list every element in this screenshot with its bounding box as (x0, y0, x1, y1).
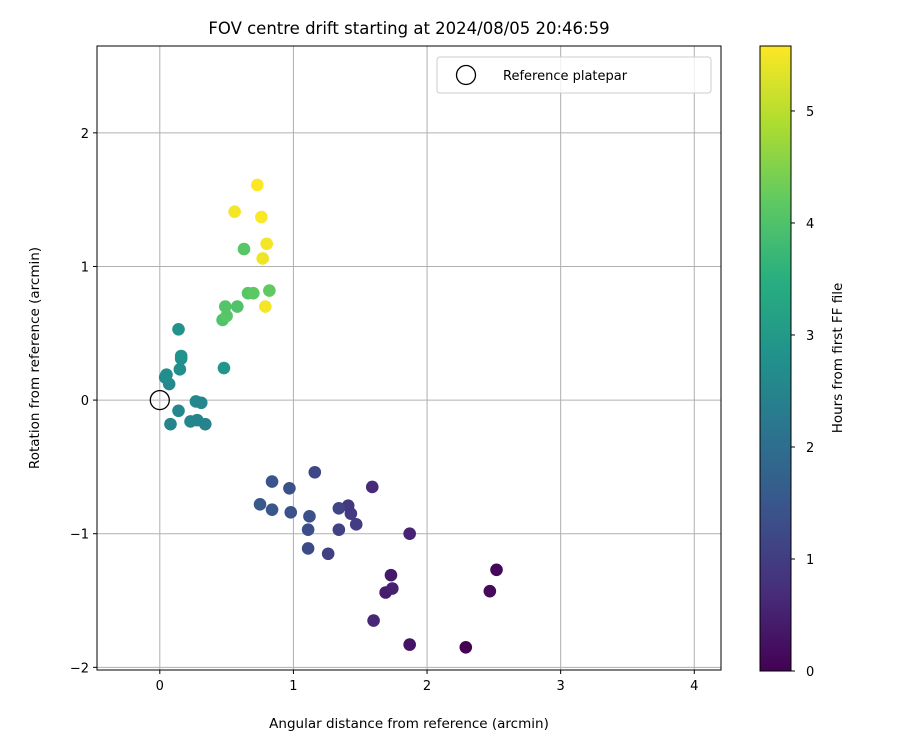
data-points (158, 178, 503, 654)
data-point (218, 300, 232, 313)
y-tick-label: 2 (81, 127, 89, 142)
data-point (301, 523, 315, 537)
data-point (251, 178, 264, 192)
x-axis-label: Angular distance from reference (arcmin) (269, 716, 549, 732)
colorbar-gradient (759, 45, 792, 672)
chart-title: FOV centre drift starting at 2024/08/05 … (208, 19, 609, 38)
data-point (332, 502, 346, 515)
data-point (283, 481, 296, 495)
legend-marker-icon (455, 64, 477, 86)
data-point (172, 404, 185, 418)
data-point (301, 542, 315, 555)
colorbar-tick-label: 4 (806, 217, 814, 232)
grid-vertical (159, 46, 695, 670)
x-tick-label: 1 (289, 679, 297, 694)
plot-frame (96, 45, 722, 671)
data-point (265, 475, 279, 488)
data-point (365, 480, 379, 494)
colorbar-tick-label: 2 (806, 441, 814, 456)
colorbar-ticks: 0 1 2 3 4 5 (791, 105, 814, 680)
x-tick-label: 0 (156, 679, 164, 694)
y-axis-ticks: −2 −1 0 1 2 (70, 127, 97, 676)
y-tick-label: 0 (81, 394, 89, 409)
legend-box (436, 56, 712, 94)
data-point (367, 614, 380, 627)
colorbar-tick-label: 3 (806, 329, 814, 344)
x-tick-label: 2 (423, 679, 431, 694)
data-point (164, 417, 177, 431)
data-point (263, 284, 276, 297)
data-point (349, 518, 363, 531)
data-point (220, 309, 233, 323)
data-point (483, 584, 497, 598)
data-point (308, 465, 322, 479)
data-point (230, 300, 244, 313)
y-axis-label: Rotation from reference (arcmin) (27, 247, 43, 469)
data-point (253, 498, 267, 511)
y-tick-label: 1 (81, 260, 89, 275)
data-point (385, 582, 399, 595)
data-point (198, 417, 212, 431)
data-point (217, 361, 231, 375)
plot-area (97, 46, 721, 670)
colorbar-tick-label: 0 (806, 665, 814, 680)
data-point (247, 286, 260, 300)
colorbar-label: Hours from first FF file (830, 283, 846, 434)
data-point (321, 547, 335, 561)
colorbar-tick-label: 5 (806, 105, 814, 120)
data-point (403, 638, 416, 651)
data-point (303, 510, 316, 523)
data-point (174, 349, 188, 363)
data-point (332, 523, 346, 537)
data-point (259, 300, 272, 313)
data-point (173, 363, 187, 376)
colorbar: 0 1 2 3 4 5 Hours from first FF file (759, 45, 846, 680)
data-point (172, 322, 185, 336)
data-point (237, 242, 251, 256)
colorbar-tick-label: 1 (806, 553, 814, 568)
data-point (384, 568, 398, 582)
data-point (228, 205, 241, 218)
data-point (260, 237, 273, 251)
data-point (194, 396, 208, 410)
data-point (459, 640, 473, 654)
legend-label: Reference platepar (503, 69, 628, 84)
data-point (284, 506, 298, 519)
legend: Reference platepar (436, 56, 712, 94)
x-axis-ticks: 0 1 2 3 4 (156, 670, 698, 694)
data-point (255, 210, 268, 224)
data-point (403, 527, 416, 541)
reference-platepar-marker (149, 389, 170, 411)
data-point (265, 503, 279, 516)
x-tick-label: 3 (557, 679, 565, 694)
y-tick-label: −2 (70, 661, 89, 676)
data-point (490, 563, 503, 577)
x-tick-label: 4 (690, 679, 698, 694)
data-point (160, 368, 173, 382)
y-tick-label: −1 (70, 528, 89, 543)
data-point (256, 252, 269, 265)
